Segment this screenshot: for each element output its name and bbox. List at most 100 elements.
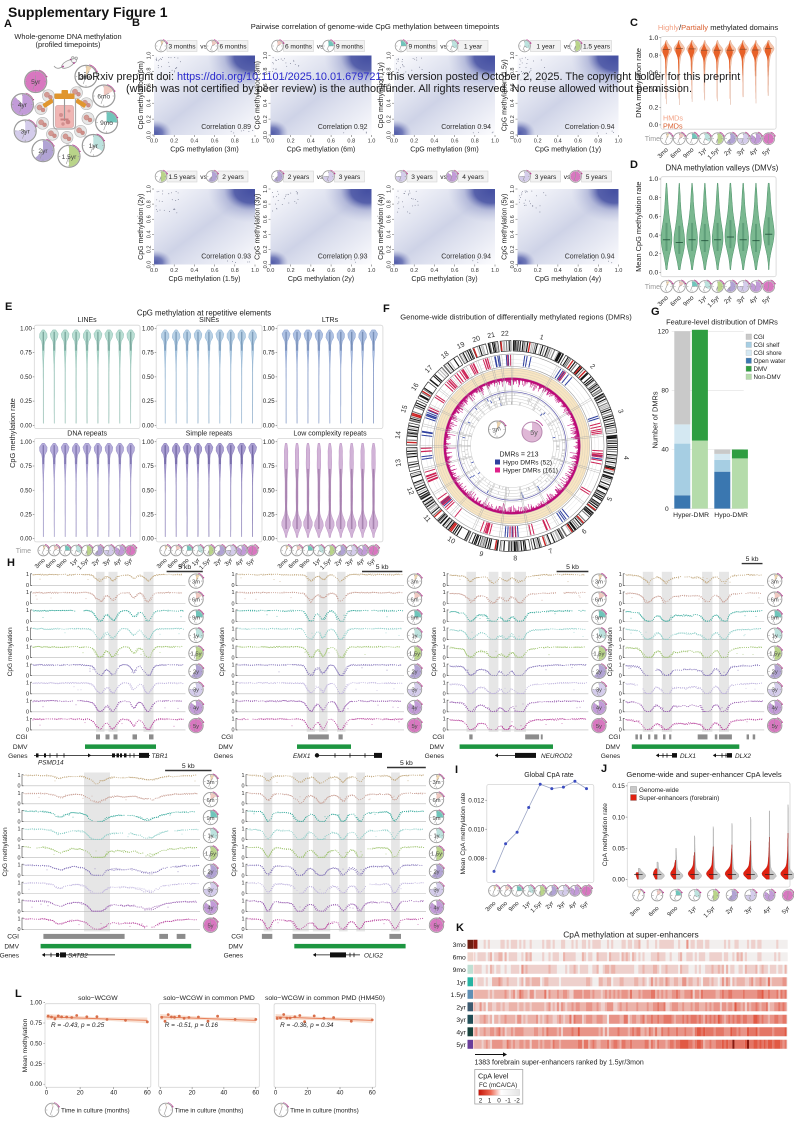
svg-text:0.2: 0.2 <box>170 139 178 145</box>
svg-text:3y: 3y <box>772 688 778 694</box>
svg-text:1: 1 <box>443 680 446 686</box>
svg-text:1: 1 <box>26 717 29 723</box>
svg-text:0: 0 <box>18 909 21 915</box>
svg-text:0.75: 0.75 <box>142 351 154 357</box>
svg-text:0: 0 <box>443 601 446 607</box>
svg-text:0: 0 <box>232 655 235 661</box>
svg-text:60: 60 <box>252 1090 259 1097</box>
svg-text:20: 20 <box>472 335 482 344</box>
svg-text:0: 0 <box>18 855 21 861</box>
svg-text:CpG methylation at repetitive: CpG methylation at repetitive elements <box>137 309 271 318</box>
svg-text:3 months: 3 months <box>168 43 196 50</box>
svg-text:0: 0 <box>45 1090 49 1097</box>
svg-text:1.0: 1.0 <box>649 35 659 42</box>
svg-text:2yr: 2yr <box>91 558 101 568</box>
svg-text:R = -0.36, p = 0.34: R = -0.36, p = 0.34 <box>280 1022 334 1029</box>
svg-text:0: 0 <box>26 637 29 643</box>
svg-text:Genome-wide: Genome-wide <box>639 787 679 794</box>
svg-text:0.2: 0.2 <box>147 246 153 254</box>
svg-text:CpG methylation (6m): CpG methylation (6m) <box>287 147 355 154</box>
svg-text:1: 1 <box>619 644 622 650</box>
svg-text:0: 0 <box>242 909 245 915</box>
svg-text:1y: 1y <box>433 834 439 840</box>
svg-text:Time in culture (months): Time in culture (months) <box>61 1108 130 1115</box>
svg-text:80: 80 <box>661 388 669 395</box>
svg-text:0: 0 <box>26 655 29 661</box>
svg-text:0: 0 <box>18 802 21 808</box>
svg-text:4yr: 4yr <box>748 146 759 157</box>
svg-text:0.8: 0.8 <box>471 268 479 274</box>
svg-text:CpG methylation: CpG methylation <box>219 627 226 676</box>
svg-text:0.25: 0.25 <box>263 512 275 518</box>
svg-text:0: 0 <box>232 692 235 698</box>
svg-text:CpG methylation (9m): CpG methylation (9m) <box>255 61 262 129</box>
svg-text:0.75: 0.75 <box>20 351 32 357</box>
svg-text:1y: 1y <box>772 633 778 639</box>
svg-text:DMV: DMV <box>228 943 243 950</box>
svg-text:1: 1 <box>232 590 235 596</box>
svg-text:0.25: 0.25 <box>20 399 32 405</box>
svg-text:0.6: 0.6 <box>510 83 516 91</box>
svg-text:1.5y: 1.5y <box>769 652 780 658</box>
svg-text:FC (mCA/CA): FC (mCA/CA) <box>479 1082 517 1089</box>
svg-text:Hypo-DMR: Hypo-DMR <box>714 512 748 519</box>
svg-text:0.50: 0.50 <box>30 1040 43 1047</box>
svg-text:CpG methylation (6m): CpG methylation (6m) <box>138 61 145 129</box>
svg-text:0.4: 0.4 <box>510 99 516 107</box>
svg-text:CpG methylation (5y): CpG methylation (5y) <box>502 194 509 260</box>
svg-text:0.6: 0.6 <box>451 139 459 145</box>
svg-text:0.25: 0.25 <box>142 399 154 405</box>
svg-text:0: 0 <box>26 601 29 607</box>
svg-text:1: 1 <box>242 916 245 922</box>
svg-text:Correlation 0.93: Correlation 0.93 <box>318 254 368 261</box>
svg-text:0.2: 0.2 <box>649 105 659 112</box>
svg-text:1yr: 1yr <box>697 294 708 305</box>
svg-text:0.0: 0.0 <box>390 139 398 145</box>
svg-text:CpG methylation (4y): CpG methylation (4y) <box>535 276 601 283</box>
svg-text:Genes: Genes <box>214 753 234 760</box>
svg-text:0.4: 0.4 <box>263 230 269 238</box>
svg-text:Number of DMRs: Number of DMRs <box>651 391 660 448</box>
svg-text:LTRs: LTRs <box>322 317 339 324</box>
svg-text:20: 20 <box>77 1090 84 1097</box>
svg-text:0.008: 0.008 <box>468 856 484 863</box>
svg-text:5y: 5y <box>772 724 778 730</box>
svg-text:CGI: CGI <box>231 933 243 940</box>
svg-text:0.8: 0.8 <box>387 200 393 208</box>
svg-text:0: 0 <box>26 674 29 680</box>
svg-text:13: 13 <box>395 458 403 467</box>
svg-text:DMV: DMV <box>218 744 233 751</box>
svg-text:Low complexity repeats: Low complexity repeats <box>293 431 367 438</box>
svg-text:1: 1 <box>619 572 622 578</box>
svg-text:1: 1 <box>232 626 235 632</box>
svg-text:0.2: 0.2 <box>263 115 269 123</box>
svg-text:1: 1 <box>242 845 245 851</box>
svg-text:1: 1 <box>26 572 29 578</box>
svg-text:Open water: Open water <box>754 358 786 365</box>
svg-text:0: 0 <box>18 784 21 790</box>
svg-text:1.5y: 1.5y <box>593 652 604 658</box>
svg-text:4yr: 4yr <box>356 558 366 568</box>
svg-text:Time in culture (months): Time in culture (months) <box>290 1108 359 1115</box>
svg-text:1: 1 <box>18 881 21 887</box>
svg-text:0.8: 0.8 <box>347 268 355 274</box>
svg-text:5yr: 5yr <box>761 294 772 305</box>
svg-text:Correlation 0.94: Correlation 0.94 <box>565 124 615 131</box>
svg-text:Genes: Genes <box>8 753 28 760</box>
svg-text:LINEs: LINEs <box>78 317 98 324</box>
svg-text:(profiled timepoints): (profiled timepoints) <box>36 40 101 49</box>
svg-text:0.8: 0.8 <box>510 200 516 208</box>
svg-text:Highly/Partially methylated do: Highly/Partially methylated domains <box>658 23 779 32</box>
svg-text:0: 0 <box>242 837 245 843</box>
svg-text:1yr: 1yr <box>89 143 99 150</box>
svg-text:40: 40 <box>220 1090 227 1097</box>
svg-text:1.0: 1.0 <box>263 52 269 60</box>
svg-text:0.8: 0.8 <box>649 52 659 59</box>
svg-text:1: 1 <box>26 608 29 614</box>
svg-text:1.5 years: 1.5 years <box>168 174 196 181</box>
svg-text:1yr: 1yr <box>697 146 708 157</box>
svg-text:Genome-wide distribution of di: Genome-wide distribution of differential… <box>400 313 632 322</box>
svg-text:2: 2 <box>479 1098 483 1105</box>
svg-text:1: 1 <box>619 699 622 705</box>
svg-text:9m: 9m <box>192 615 200 621</box>
